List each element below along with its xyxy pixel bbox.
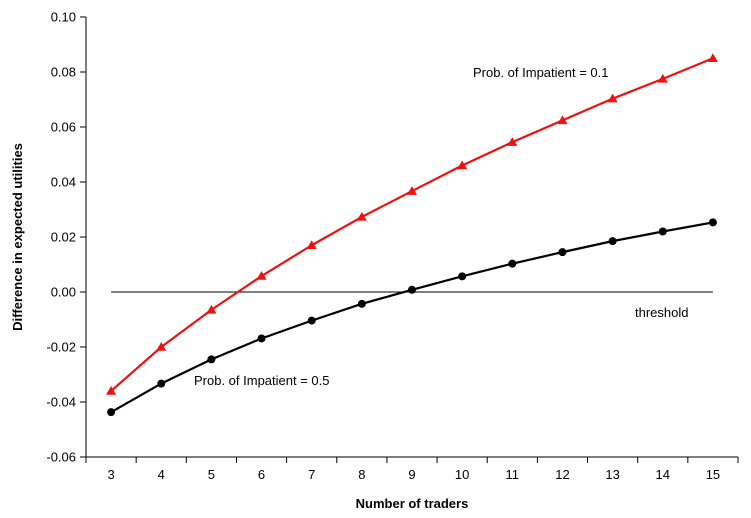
data-point <box>458 272 467 281</box>
data-point <box>107 408 116 417</box>
x-tick-label: 8 <box>358 467 365 482</box>
threshold-label: threshold <box>635 305 688 320</box>
y-tick-label: -0.02 <box>46 340 76 355</box>
y-tick-label: 0.02 <box>51 230 76 245</box>
data-point <box>608 237 617 246</box>
x-tick-label: 4 <box>158 467 165 482</box>
data-point <box>558 248 567 257</box>
data-point <box>557 115 568 125</box>
data-point <box>307 316 316 325</box>
x-tick-label: 5 <box>208 467 215 482</box>
data-point <box>256 271 267 280</box>
data-point <box>658 227 667 236</box>
x-tick-label: 7 <box>308 467 315 482</box>
data-point <box>106 386 117 395</box>
y-tick-label: 0.08 <box>51 65 76 80</box>
series-line-1 <box>110 57 714 392</box>
x-tick-label: 9 <box>408 467 415 482</box>
data-point <box>408 285 416 294</box>
y-tick-label: 0.00 <box>51 285 76 300</box>
y-tick-label: 0.06 <box>51 120 76 135</box>
data-point <box>157 379 166 388</box>
series-label-2: Prob. of Impatient = 0.5 <box>194 373 330 388</box>
data-point <box>206 304 217 314</box>
x-tick-label: 14 <box>656 467 670 482</box>
x-tick-label: 13 <box>605 467 619 482</box>
data-point <box>708 218 717 227</box>
data-point <box>508 259 517 268</box>
y-tick-label: 0.04 <box>51 175 76 190</box>
x-tick-label: 12 <box>555 467 569 482</box>
data-point <box>407 186 417 195</box>
data-point <box>257 334 266 343</box>
x-axis-title: Number of traders <box>356 496 469 511</box>
x-axis: 3 4 5 6 7 8 9 10 11 12 13 14 15 Number of traders <box>85 456 739 511</box>
y-tick-label: 0.10 <box>51 10 76 25</box>
x-tick-label: 15 <box>706 467 720 482</box>
data-point <box>306 240 317 249</box>
x-tick-label: 11 <box>506 467 520 482</box>
data-point <box>657 73 668 83</box>
data-point <box>707 53 718 62</box>
y-axis-title: Difference in expected utilities <box>10 143 25 331</box>
y-axis: -0.06 -0.04 -0.02 0.00 0.02 0.04 0.06 0.08 0.10 D… <box>10 10 87 465</box>
x-tick-label: 3 <box>107 467 114 482</box>
y-tick-label: -0.06 <box>46 450 76 465</box>
series-label-1: Prob. of Impatient = 0.1 <box>473 65 609 80</box>
data-point <box>357 299 366 308</box>
x-tick-label: 10 <box>455 467 469 482</box>
annotations: threshold Prob. of Impatient = 0.1 Prob. o… <box>194 65 688 388</box>
y-tick-label: -0.04 <box>46 395 76 410</box>
data-point <box>457 160 468 170</box>
data-point <box>207 355 216 364</box>
series-layer <box>106 53 718 417</box>
data-point <box>607 93 618 103</box>
data-point <box>356 211 367 221</box>
x-tick-label: 6 <box>258 467 265 482</box>
data-point <box>156 342 167 351</box>
data-point <box>507 137 518 146</box>
